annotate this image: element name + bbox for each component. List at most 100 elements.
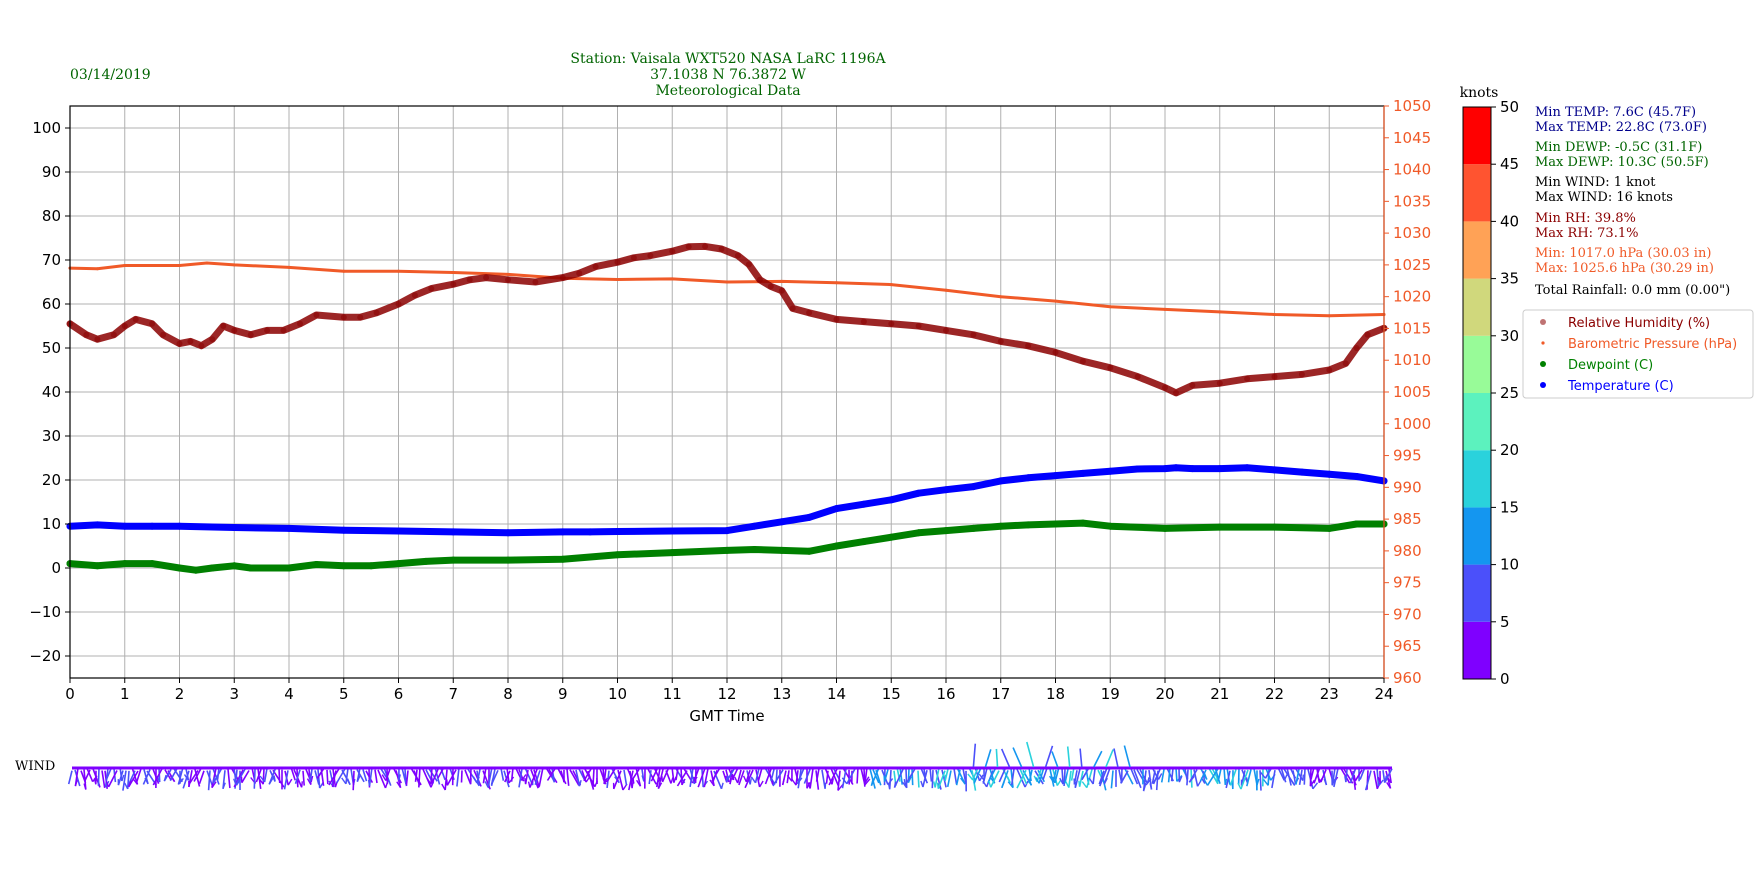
wind-barb (575, 769, 581, 787)
wind-barb-flag (259, 775, 266, 783)
chart-title: Meteorological Data (655, 83, 800, 99)
wind-barb-flag (1224, 778, 1228, 786)
data-point (148, 522, 156, 530)
colorbar-segment (1463, 507, 1491, 565)
data-point (887, 533, 895, 541)
x-tick-label: 12 (717, 685, 736, 703)
wind-barb (1373, 770, 1379, 789)
x-tick-label: 24 (1374, 685, 1393, 703)
wind-barb (973, 767, 982, 784)
x-tick-label: 5 (339, 685, 349, 703)
wind-barb (989, 770, 1000, 788)
data-point (94, 336, 101, 343)
wind-barb (1130, 768, 1139, 785)
wind-barb (583, 768, 592, 782)
wind-barb (830, 767, 840, 787)
right-tick-label: 1040 (1393, 161, 1431, 179)
wind-barb (1202, 770, 1206, 784)
wind-barb (212, 767, 223, 784)
wind-barb (135, 768, 142, 784)
data-point (451, 271, 455, 274)
wind-barb (278, 768, 281, 784)
data-point (176, 564, 183, 572)
stat-max-temp: Max TEMP: 22.8C (73.0F) (1535, 120, 1707, 135)
data-point (1134, 373, 1141, 380)
data-point (1327, 314, 1331, 318)
wind-barb-flag (725, 775, 729, 782)
wind-barb (283, 770, 289, 790)
wind-barb (744, 769, 754, 789)
wind-barb-flag (1196, 779, 1202, 787)
series-barometric-pressure-hpa (68, 261, 1386, 318)
wind-barb (1093, 750, 1103, 768)
wind-barb (972, 743, 977, 768)
wind-barb-flag (105, 774, 109, 781)
wind-barb (1042, 767, 1048, 780)
data-point (367, 562, 375, 570)
wind-barb (825, 770, 829, 784)
data-point (340, 526, 348, 534)
wind-barb (1340, 768, 1351, 784)
wind-barb-flag (341, 777, 347, 785)
x-tick-label: 20 (1155, 685, 1174, 703)
wind-barb-flag (1312, 782, 1319, 790)
wind-barb (530, 769, 539, 789)
wind-barb (809, 768, 814, 789)
wind-barb (731, 767, 739, 781)
wind-barb (955, 769, 961, 786)
wind-barb-flag (920, 780, 924, 788)
x-tick-label: 2 (175, 685, 185, 703)
data-point (357, 314, 364, 321)
wind-barb-flag (484, 781, 489, 788)
wind-barb-flag (105, 780, 110, 788)
wind-barb-flag (661, 775, 664, 782)
wind-barb (1286, 767, 1292, 786)
wind-barb (1364, 770, 1372, 791)
data-point (889, 283, 893, 287)
data-point (805, 547, 813, 555)
right-tick-label: 960 (1393, 669, 1422, 687)
wind-barb (294, 769, 301, 784)
wind-barb (680, 767, 683, 785)
wind-barb (1277, 767, 1286, 781)
stat-rainfall: Total Rainfall: 0.0 mm (0.00") (1535, 283, 1730, 298)
left-tick-label: 90 (42, 163, 61, 181)
wind-barb (764, 768, 772, 785)
wind-barb (1068, 770, 1072, 788)
wind-barb (377, 769, 387, 789)
left-tick-label: 40 (42, 383, 61, 401)
data-point (1052, 349, 1059, 356)
data-point (287, 265, 291, 269)
wind-barb (444, 769, 448, 791)
date-label: 03/14/2019 (70, 67, 151, 83)
wind-barb-flag (578, 780, 582, 787)
wind-barb-flag (212, 777, 216, 784)
wind-barb (241, 770, 250, 784)
wind-barb (177, 767, 184, 785)
data-point (668, 549, 676, 557)
left-tick-label: 10 (42, 515, 61, 533)
wind-barb (504, 770, 511, 783)
data-point (915, 489, 923, 497)
data-point (1172, 464, 1180, 472)
right-tick-label: 965 (1393, 637, 1422, 655)
wind-barb-flag (128, 780, 132, 788)
left-axis: −20 −10 0 10 20 30 40 50 60 70 80 90 100 (29, 119, 70, 665)
data-point (1216, 465, 1224, 473)
right-tick-label: 1005 (1393, 383, 1431, 401)
wind-barb (1175, 768, 1178, 782)
data-point (176, 522, 183, 530)
wind-barb (456, 767, 460, 787)
wind-barb (74, 769, 81, 787)
data-point (395, 301, 402, 307)
wind-barb-flag (490, 778, 494, 785)
x-tick-label: 16 (936, 685, 955, 703)
wind-barb (1298, 769, 1303, 786)
wind-barb (142, 769, 151, 785)
right-tick-label: 1015 (1393, 319, 1431, 337)
wind-barb (1078, 770, 1084, 787)
wind-barb-flag (978, 774, 984, 782)
wind-barb (1100, 769, 1107, 791)
wind-barb (987, 766, 997, 784)
data-point (586, 528, 594, 536)
